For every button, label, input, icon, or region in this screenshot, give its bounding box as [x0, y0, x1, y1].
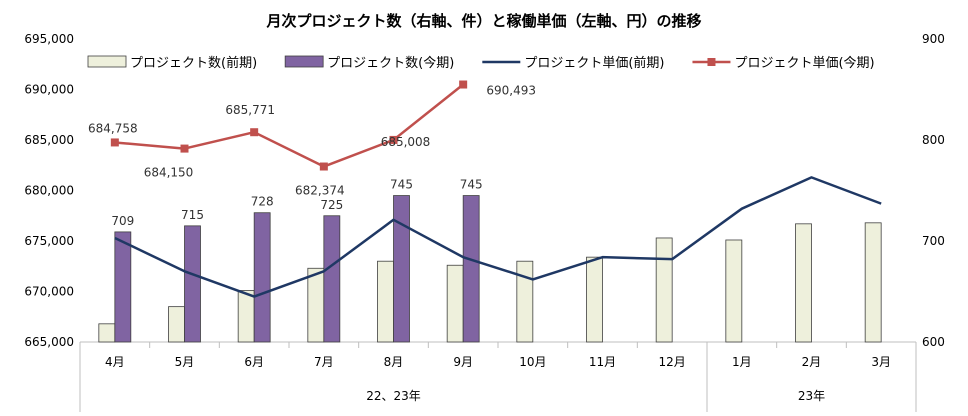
legend-marker — [707, 58, 716, 66]
legend-label: プロジェクト数(今期) — [327, 55, 454, 71]
legend-swatch — [87, 55, 127, 68]
right-axis-tick: 800 — [922, 133, 945, 147]
x-axis-tick: 1月 — [732, 355, 752, 369]
point-marker — [389, 135, 398, 144]
x-axis-tick: 11月 — [589, 355, 616, 369]
point-marker — [180, 144, 189, 153]
x-axis-tick: 3月 — [871, 355, 891, 369]
bar — [795, 223, 812, 343]
bar — [237, 290, 255, 343]
bar — [98, 323, 116, 343]
bar — [393, 195, 410, 343]
right-axis-tick: 900 — [922, 32, 945, 46]
bar — [114, 231, 132, 343]
bar — [516, 260, 534, 343]
legend: プロジェクト数(前期) プロジェクト数(今期) プロジェクト単価(前期) プロジェクト… — [87, 55, 875, 71]
x-axis-tick: 10月 — [519, 355, 546, 369]
group-label: 23年 — [798, 389, 825, 403]
bar-data-label: 725 — [320, 198, 343, 212]
x-axis-tick: 12月 — [659, 355, 686, 369]
right-axis-tick: 700 — [922, 234, 945, 248]
bar — [446, 264, 464, 343]
right-axis-tick: 600 — [922, 335, 945, 349]
left-axis-tick: 670,000 — [24, 285, 74, 299]
x-axis-tick: 8月 — [384, 355, 404, 369]
bar-data-label: 728 — [251, 195, 274, 209]
x-axis-tick: 7月 — [314, 355, 334, 369]
legend-label: プロジェクト単価(今期) — [734, 55, 874, 71]
line-data-label: 685,008 — [381, 135, 431, 149]
line-data-label: 685,771 — [225, 103, 275, 117]
bar — [586, 256, 603, 343]
left-axis-tick: 675,000 — [24, 234, 74, 248]
bar — [377, 260, 394, 343]
line-data-label: 690,493 — [486, 84, 536, 98]
x-axis-tick: 4月 — [105, 355, 125, 369]
left-axis-tick: 665,000 — [24, 335, 74, 349]
line-data-label: 684,150 — [144, 166, 194, 180]
bar-data-label: 709 — [111, 214, 134, 228]
legend-label: プロジェクト単価(前期) — [524, 55, 664, 71]
data-labels: 709 715 728 725 745 745 684,758 684,150 685,771 6… — [88, 84, 536, 228]
left-axis-tick: 690,000 — [24, 83, 74, 97]
line-data-label: 682,374 — [295, 184, 345, 198]
bar — [323, 215, 341, 343]
bars — [98, 195, 882, 343]
chart-title: 月次プロジェクト数（右軸、件）と稼働単価（左軸、円）の推移 — [265, 12, 701, 30]
group-label: 22、23年 — [366, 389, 421, 403]
bar — [725, 239, 743, 343]
lines — [110, 80, 882, 298]
bar — [655, 237, 673, 343]
left-axis-tick: 685,000 — [24, 133, 74, 147]
bar — [307, 267, 325, 343]
x-axis-tick: 5月 — [175, 355, 195, 369]
line-data-label: 684,758 — [88, 121, 138, 135]
point-marker — [459, 80, 468, 89]
bar-data-label: 745 — [390, 178, 413, 192]
bar-data-label: 715 — [181, 208, 204, 222]
bar — [462, 195, 480, 343]
x-axis-tick: 6月 — [244, 355, 264, 369]
bar — [168, 306, 185, 343]
point-marker — [250, 128, 259, 137]
series-line — [114, 83, 464, 168]
bar — [184, 225, 201, 343]
bar — [864, 222, 882, 343]
bar-data-label: 745 — [460, 178, 483, 192]
bar — [253, 212, 271, 343]
point-marker — [110, 138, 119, 147]
legend-swatch — [284, 55, 324, 68]
x-axis-tick: 9月 — [453, 355, 473, 369]
x-axis-tick: 2月 — [802, 355, 822, 369]
series-line — [114, 176, 882, 298]
axes: 665,000 670,000 675,000 680,000 685,000 690,0… — [24, 32, 945, 412]
left-axis-tick: 680,000 — [24, 184, 74, 198]
point-marker — [319, 162, 328, 171]
left-axis-tick: 695,000 — [24, 32, 74, 46]
legend-label: プロジェクト数(前期) — [130, 55, 257, 71]
